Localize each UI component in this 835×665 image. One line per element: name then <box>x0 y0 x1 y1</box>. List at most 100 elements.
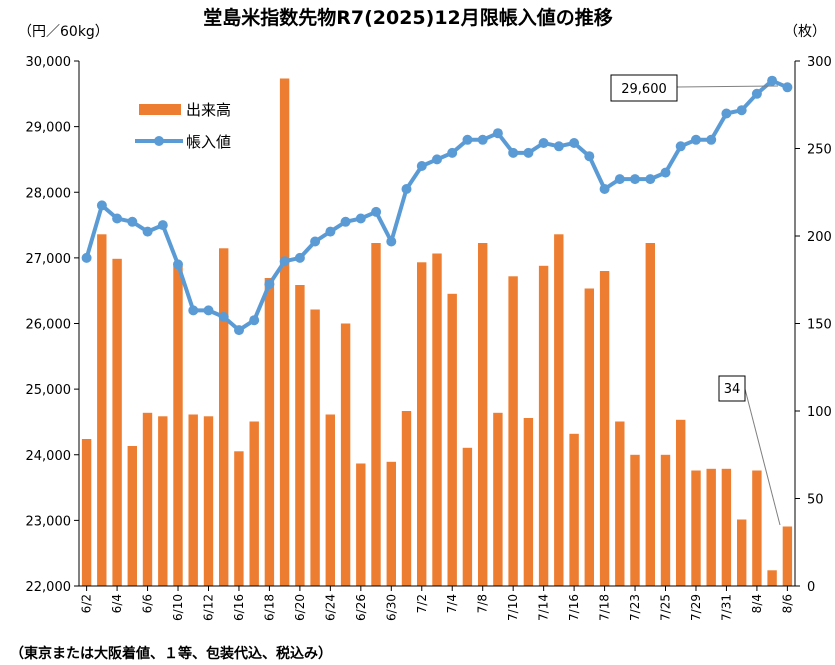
price-point <box>508 147 519 158</box>
legend-bar-label: 出来高 <box>186 101 231 119</box>
price-point <box>325 226 336 237</box>
volume-bar <box>81 439 92 586</box>
x-tick-label: 7/4 <box>445 594 459 613</box>
price-callout: 29,600 <box>610 74 779 102</box>
x-tick-label: 6/6 <box>141 594 155 613</box>
price-point <box>584 151 595 162</box>
volume-callout-box <box>718 375 746 402</box>
volume-bar <box>462 447 473 587</box>
x-tick-label: 8/4 <box>750 594 764 613</box>
volume-bar <box>767 570 777 587</box>
volume-bar <box>112 258 122 587</box>
right-tick-label: 300 <box>807 55 832 70</box>
price-point <box>462 134 473 145</box>
price-point <box>751 88 762 99</box>
volume-bar <box>584 288 594 586</box>
price-point <box>294 252 305 263</box>
volume-callout-leader <box>744 388 781 526</box>
left-tick-label: 22,000 <box>26 580 72 595</box>
volume-bar <box>340 323 351 586</box>
price-point <box>782 82 793 93</box>
price-point <box>340 216 351 227</box>
x-tick-label: 7/25 <box>659 594 673 621</box>
price-point <box>355 213 366 224</box>
price-point <box>173 259 183 270</box>
price-point <box>447 147 458 158</box>
price-point <box>569 138 580 148</box>
volume-bar <box>234 451 244 587</box>
price-point <box>371 206 382 217</box>
volume-bar <box>752 470 762 586</box>
volume-bar <box>203 416 214 587</box>
x-tick-label: 6/26 <box>354 594 368 621</box>
price-callout-text: 29,600 <box>621 82 667 97</box>
price-point <box>660 167 671 178</box>
price-callout-box <box>610 74 678 102</box>
x-tick-label: 7/23 <box>628 594 642 621</box>
volume-bar <box>401 411 412 586</box>
volume-bar <box>325 414 335 586</box>
right-tick-label: 50 <box>807 493 824 508</box>
price-point <box>767 75 778 86</box>
price-point <box>203 305 214 316</box>
volume-bar <box>737 519 747 586</box>
volume-bar <box>310 309 320 586</box>
volume-bar <box>508 276 518 587</box>
volume-bar <box>356 463 366 586</box>
price-point <box>645 174 656 185</box>
volume-bar <box>554 234 564 587</box>
x-tick-label: 7/18 <box>598 594 612 621</box>
price-point <box>401 184 412 194</box>
price-point <box>736 105 747 116</box>
right-tick-label: 250 <box>807 143 832 158</box>
x-tick-label: 7/29 <box>689 594 703 621</box>
right-axis-unit: （枚） <box>784 24 826 40</box>
left-axis-unit: （円／60kg） <box>18 24 109 40</box>
left-tick-label: 28,000 <box>26 186 72 201</box>
volume-bar <box>691 470 701 586</box>
price-point <box>553 141 564 152</box>
chart-title: 堂島米指数先物R7(2025)12月限帳入値の推移 <box>203 6 613 29</box>
price-point <box>81 252 92 263</box>
price-point <box>630 174 640 185</box>
volume-bar <box>538 265 549 587</box>
volume-bar <box>706 468 716 587</box>
price-point <box>386 236 397 247</box>
volume-bar <box>660 454 671 587</box>
price-point <box>538 138 549 148</box>
volume-bar <box>219 248 229 587</box>
left-tick-label: 30,000 <box>26 55 72 70</box>
x-tick-label: 7/16 <box>567 594 581 621</box>
x-tick-label: 7/8 <box>476 594 490 613</box>
x-tick-label: 6/16 <box>232 594 246 621</box>
price-point <box>416 161 427 171</box>
volume-bar <box>279 78 290 586</box>
price-point <box>142 226 153 237</box>
volume-bar <box>97 234 107 587</box>
price-point <box>188 305 199 316</box>
price-point <box>127 216 138 227</box>
left-tick-label: 26,000 <box>26 318 72 333</box>
legend-bar-swatch <box>139 104 181 115</box>
x-tick-label: 8/6 <box>780 594 794 613</box>
volume-bar <box>264 278 275 586</box>
legend: 出来高 帳入値 <box>135 101 231 151</box>
bar-series-volume <box>81 78 793 587</box>
price-point <box>234 325 244 336</box>
price-point <box>96 200 107 211</box>
right-axis-ticks: 0 50 100 150 200 250 300 <box>795 55 832 595</box>
volume-bar <box>782 526 793 586</box>
x-tick-label: 6/10 <box>171 594 185 621</box>
volume-bar <box>721 468 732 587</box>
price-point <box>157 220 168 231</box>
price-point <box>249 315 260 326</box>
price-point <box>492 128 503 139</box>
volume-bar <box>173 265 183 587</box>
volume-bar <box>386 461 396 587</box>
volume-bar <box>188 414 198 586</box>
right-tick-label: 150 <box>807 318 832 333</box>
left-tick-label: 27,000 <box>26 252 72 267</box>
line-series-price <box>81 75 793 336</box>
price-point <box>279 256 290 267</box>
price-point <box>432 154 442 165</box>
